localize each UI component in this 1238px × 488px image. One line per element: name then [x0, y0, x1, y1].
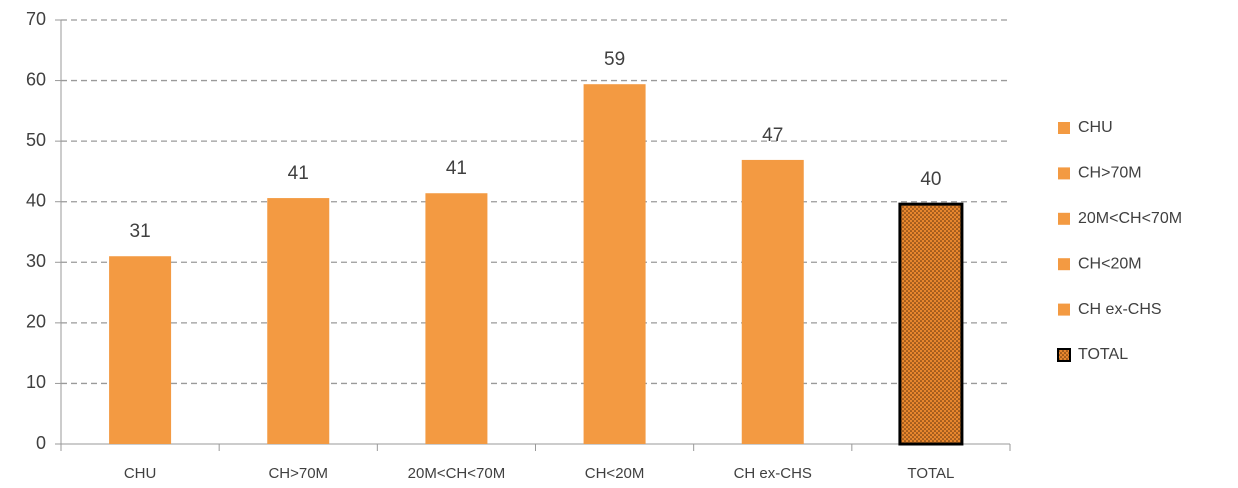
x-tick-label: CH>70M: [268, 465, 328, 482]
y-tick-label: 50: [26, 130, 46, 150]
legend-swatch: [1057, 348, 1071, 362]
x-tick-label: CH<20M: [585, 465, 645, 482]
legend-swatch: [1058, 303, 1070, 316]
x-tick-label: 20M<CH<70M: [408, 465, 506, 482]
y-tick-label: 30: [26, 251, 46, 271]
bar: [267, 198, 330, 444]
value-label: 40: [920, 169, 941, 190]
y-tick-label: 70: [26, 9, 46, 29]
legend-swatch: [1058, 122, 1070, 134]
y-tick-label: 0: [36, 433, 46, 453]
value-label: 59: [604, 49, 625, 70]
y-tick-label: 20: [26, 312, 46, 332]
bar: [425, 193, 488, 444]
value-label: 31: [130, 221, 151, 242]
x-tick-label: TOTAL: [907, 465, 954, 482]
y-tick-label: 60: [26, 69, 46, 89]
bar: [741, 159, 804, 445]
x-tick-label: CHU: [124, 465, 157, 482]
bar: [109, 256, 172, 444]
legend-swatch: [1058, 258, 1070, 271]
legend-label: CH ex-CHS: [1078, 301, 1162, 318]
legend-swatch: [1058, 167, 1070, 180]
legend-label: TOTAL: [1078, 346, 1128, 363]
legend-label: CH<20M: [1078, 255, 1142, 272]
x-tick-label: CH ex-CHS: [734, 465, 812, 482]
legend-label: CHU: [1078, 119, 1113, 136]
value-label: 41: [288, 163, 309, 184]
bar: [898, 202, 964, 446]
bar: [583, 84, 646, 444]
y-tick-label: 40: [26, 190, 46, 210]
value-label: 47: [762, 125, 783, 146]
y-tick-label: 10: [26, 372, 46, 392]
legend-swatch: [1058, 212, 1070, 225]
legend-label: CH>70M: [1078, 165, 1142, 182]
legend-label: 20M<CH<70M: [1078, 210, 1182, 227]
value-label: 41: [446, 158, 467, 179]
